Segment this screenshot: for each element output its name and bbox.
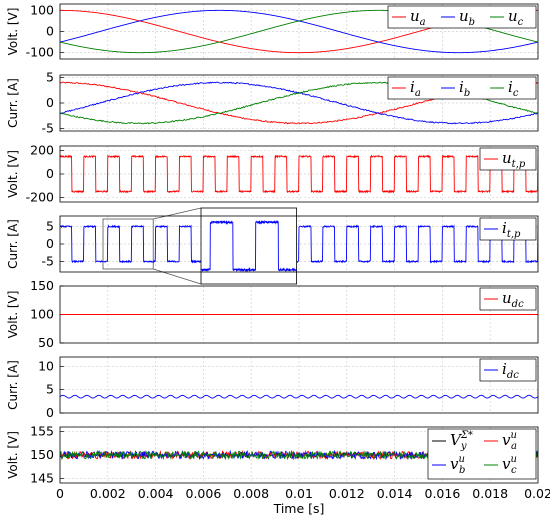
legend-box xyxy=(387,76,537,100)
x-tick-label: 0.012 xyxy=(329,486,365,501)
legend-label-v_c^u: vu c xyxy=(502,454,517,476)
y-tick-label: -200 xyxy=(26,189,54,204)
legend-label-u_a: ua xyxy=(410,7,426,28)
plot-frame xyxy=(59,285,539,344)
legend: ut,p xyxy=(479,147,537,171)
x-tick-label: 0.002 xyxy=(90,486,126,501)
y-axis-label: Volt. [V] xyxy=(6,291,20,339)
x-tick-label: 0 xyxy=(56,486,64,501)
y-tick-label: 50 xyxy=(38,335,54,350)
y-tick-label: 0 xyxy=(46,236,54,251)
legend: ua ub uc xyxy=(387,5,537,29)
y-axis-label: Curr. [A] xyxy=(6,78,20,128)
x-tick-label: 0.01 xyxy=(285,486,313,501)
legend-box xyxy=(479,217,537,241)
legend-label-i_a: ia xyxy=(410,78,421,99)
zoom-connector xyxy=(153,207,202,220)
x-tick-label: 0.014 xyxy=(377,486,413,501)
chart-panel-6: 0 5 10 Curr. [A] idc xyxy=(6,356,539,420)
x-tick-label: 0.016 xyxy=(425,486,461,501)
chart-panel-5: 50 100 150 Volt. [V] udc xyxy=(6,278,539,350)
chart-panel-3: -200 0 200 Volt. [V] ut,p xyxy=(6,143,539,204)
y-tick-label: 100 xyxy=(30,2,54,17)
legend-label-i_b: ib xyxy=(459,78,470,99)
y-tick-label: 100 xyxy=(30,307,54,322)
legend-box xyxy=(427,428,537,480)
chart-panel-2: -5 0 5 Curr. [A] ia ib ic xyxy=(6,70,539,135)
y-tick-label: -5 xyxy=(42,254,54,269)
legend: ia ib ic xyxy=(387,76,537,100)
y-tick-label: 0 xyxy=(46,405,54,420)
series-line-u_t,p xyxy=(60,154,538,194)
plot-frame xyxy=(59,145,539,203)
plot-frame xyxy=(59,74,539,132)
plot-frame xyxy=(59,426,539,484)
y-axis-label: Volt. [V] xyxy=(6,8,20,56)
chart-panel-1: -100 0 100 Volt. [V] ua ub uc xyxy=(6,2,539,60)
y-tick-label: 200 xyxy=(30,143,54,158)
legend: idc xyxy=(479,358,537,382)
y-tick-label: 0 xyxy=(46,166,54,181)
x-axis-label: Time [s] xyxy=(273,501,325,516)
y-axis-label: Curr. [A] xyxy=(6,360,20,410)
legend-box xyxy=(479,287,537,311)
plot-frame xyxy=(59,3,539,60)
legend-label-u_b: ub xyxy=(459,7,475,28)
legend-label-i_c: ic xyxy=(508,78,519,99)
y-tick-label: -5 xyxy=(42,120,54,135)
legend: it,p xyxy=(479,217,537,241)
legend-box xyxy=(479,358,537,382)
chart-panel-7: 145 150 155 Volt. [V] VΣ* y vu a vu b vu c 0 0.002 0.0… xyxy=(6,424,550,516)
y-tick-label: -100 xyxy=(26,45,54,60)
series-line-i_t,p xyxy=(60,224,538,264)
legend-label-u_t,p: ut,p xyxy=(502,149,526,170)
zoom-connector xyxy=(153,268,202,285)
zoom-inset-series xyxy=(200,219,297,273)
y-tick-label: 150 xyxy=(30,447,54,462)
legend-label-v_a^u: vu a xyxy=(502,430,517,452)
legend: udc xyxy=(479,287,537,311)
legend: VΣ* y vu a vu b vu c xyxy=(427,428,537,480)
y-tick-label: 150 xyxy=(30,278,54,293)
y-axis-label: Volt. [V] xyxy=(6,150,20,198)
legend-label-i_dc: idc xyxy=(502,360,519,381)
legend-box xyxy=(479,147,537,171)
legend-label-v_b^u: vu b xyxy=(450,454,465,476)
y-tick-label: 155 xyxy=(30,424,54,439)
zoom-selection-box xyxy=(102,218,154,270)
x-tick-label: 0.006 xyxy=(186,486,222,501)
legend-label-V_y^Σ*: VΣ* y xyxy=(450,430,473,452)
y-tick-label: 0 xyxy=(46,24,54,39)
x-tick-label: 0.008 xyxy=(233,486,269,501)
legend-box xyxy=(387,5,537,29)
y-tick-label: 145 xyxy=(30,470,54,485)
y-tick-label: 0 xyxy=(46,95,54,110)
y-tick-label: 10 xyxy=(38,358,54,373)
y-axis-label: Volt. [V] xyxy=(6,431,20,479)
legend-label-i_t,p: it,p xyxy=(502,219,521,240)
x-tick-label: 0.004 xyxy=(138,486,174,501)
y-axis-label: Curr. [A] xyxy=(6,219,20,269)
zoom-inset xyxy=(200,207,298,285)
y-tick-label: 5 xyxy=(46,70,54,85)
legend-label-u_dc: udc xyxy=(502,289,524,310)
chart-panel-4: -5 0 5 Curr. [A] it,p xyxy=(6,207,539,285)
plot-frame xyxy=(59,215,539,273)
plot-frame xyxy=(59,356,539,414)
legend-label-u_c: uc xyxy=(508,7,524,28)
x-tick-label: 0.02 xyxy=(524,486,550,501)
series-line-i_dc xyxy=(60,394,538,399)
y-tick-label: 5 xyxy=(46,382,54,397)
y-tick-label: 5 xyxy=(46,219,54,234)
x-tick-label: 0.018 xyxy=(472,486,508,501)
